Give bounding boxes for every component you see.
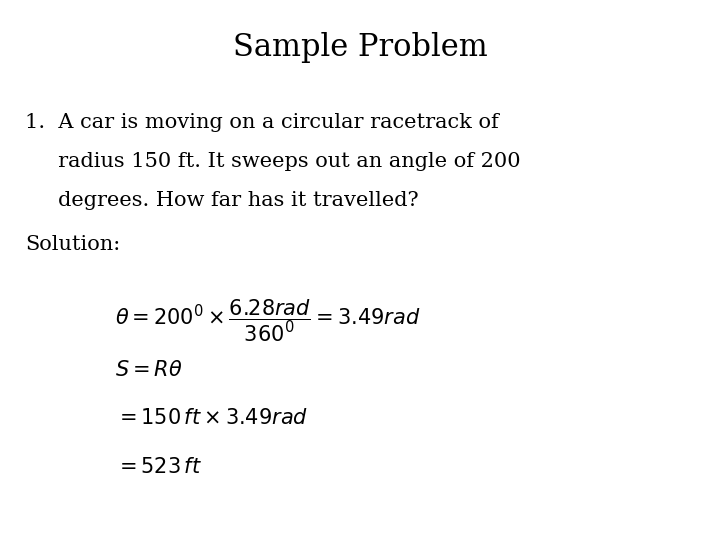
Text: Sample Problem: Sample Problem xyxy=(233,32,487,63)
Text: $= 150\,ft \times 3.49rad$: $= 150\,ft \times 3.49rad$ xyxy=(115,408,308,428)
Text: degrees. How far has it travelled?: degrees. How far has it travelled? xyxy=(25,191,419,210)
Text: $\theta = 200^{0} \times \dfrac{6.28rad}{360^{0}} = 3.49rad$: $\theta = 200^{0} \times \dfrac{6.28rad}… xyxy=(115,298,420,343)
Text: radius 150 ft. It sweeps out an angle of 200: radius 150 ft. It sweeps out an angle of… xyxy=(25,152,521,171)
Text: Solution:: Solution: xyxy=(25,235,120,254)
Text: $S = R\theta$: $S = R\theta$ xyxy=(115,360,183,380)
Text: $= 523\,ft$: $= 523\,ft$ xyxy=(115,457,202,477)
Text: 1.  A car is moving on a circular racetrack of: 1. A car is moving on a circular racetra… xyxy=(25,113,499,132)
